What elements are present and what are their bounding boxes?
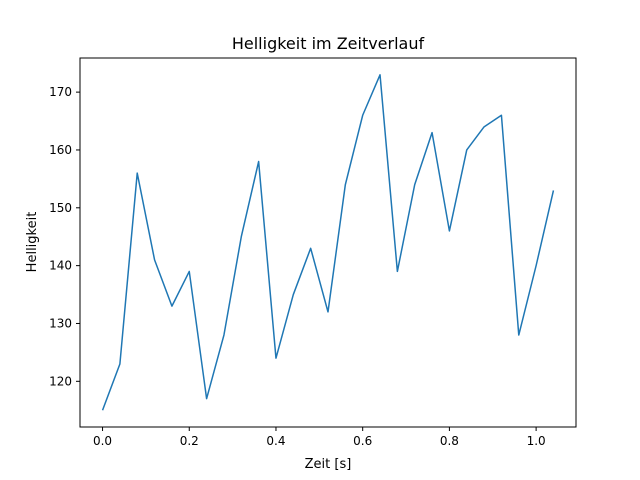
- series-line: [101, 74, 555, 411]
- y-axis-ticks: 120 130 140 150 160 170: [49, 85, 80, 388]
- y-tick-label: 170: [49, 85, 72, 99]
- y-tick-label: 160: [49, 143, 72, 157]
- x-tick-label: 0.2: [180, 434, 199, 448]
- x-tick-label: 0.8: [440, 434, 459, 448]
- x-tick-label: 1.0: [527, 434, 546, 448]
- plot-frame: [79, 57, 577, 428]
- y-axis-label: Helligkeit: [25, 212, 40, 273]
- x-tick-label: 0.0: [93, 434, 112, 448]
- y-tick-label: 120: [49, 374, 72, 388]
- x-axis-ticks: 0.0 0.2 0.4 0.6 0.8 1.0: [93, 427, 546, 448]
- y-tick-label: 150: [49, 201, 72, 215]
- series-group: [101, 74, 555, 411]
- x-tick-label: 0.6: [353, 434, 372, 448]
- x-axis-label: Zeit [s]: [305, 457, 352, 472]
- y-tick-label: 140: [49, 259, 72, 273]
- x-tick-label: 0.4: [266, 434, 285, 448]
- chart-title: Helligkeit im Zeitverlauf: [232, 34, 425, 53]
- y-tick-label: 130: [49, 316, 72, 330]
